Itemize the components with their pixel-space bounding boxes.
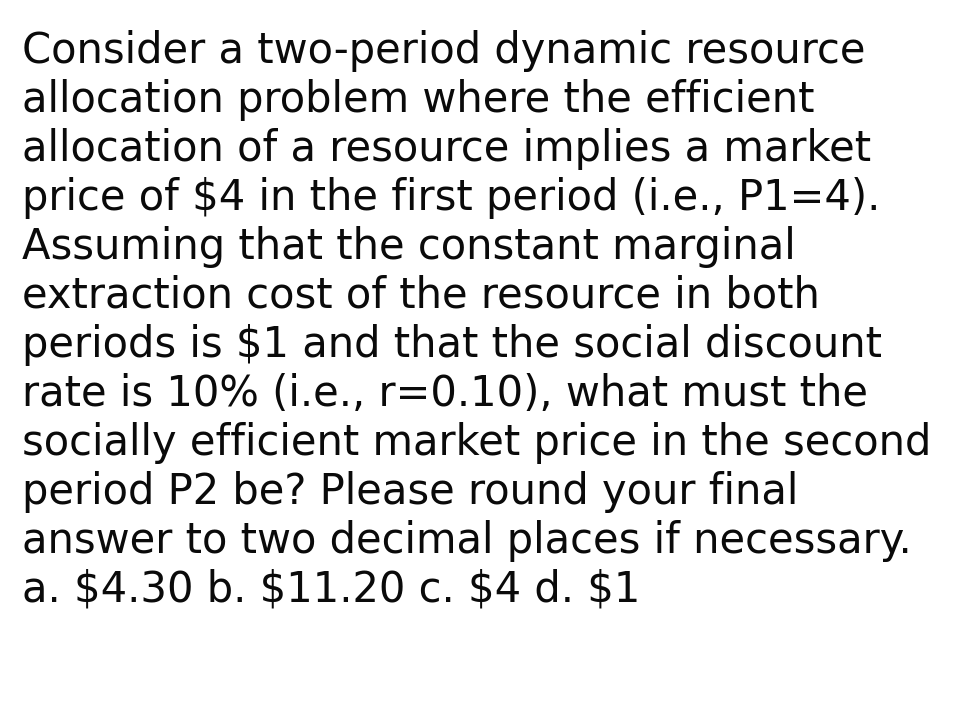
Text: socially efficient market price in the second: socially efficient market price in the s… [22, 422, 931, 464]
Text: price of \$4 in the first period (i.e., P1=4).: price of \$4 in the first period (i.e., … [22, 177, 880, 219]
Text: a. \$4.30 b. \$11.20 c. \$4 d. \$1: a. \$4.30 b. \$11.20 c. \$4 d. \$1 [22, 569, 640, 611]
Text: periods is \$1 and that the social discount: periods is \$1 and that the social disco… [22, 324, 882, 366]
Text: answer to two decimal places if necessary.: answer to two decimal places if necessar… [22, 520, 912, 561]
Text: extraction cost of the resource in both: extraction cost of the resource in both [22, 275, 819, 316]
Text: allocation problem where the efficient: allocation problem where the efficient [22, 79, 815, 121]
Text: rate is 10% (i.e., r=0.10), what must the: rate is 10% (i.e., r=0.10), what must th… [22, 373, 868, 415]
Text: Assuming that the constant marginal: Assuming that the constant marginal [22, 226, 795, 268]
Text: allocation of a resource implies a market: allocation of a resource implies a marke… [22, 128, 871, 170]
Text: period P2 be? Please round your final: period P2 be? Please round your final [22, 470, 798, 513]
Text: Consider a two-period dynamic resource: Consider a two-period dynamic resource [22, 30, 866, 72]
